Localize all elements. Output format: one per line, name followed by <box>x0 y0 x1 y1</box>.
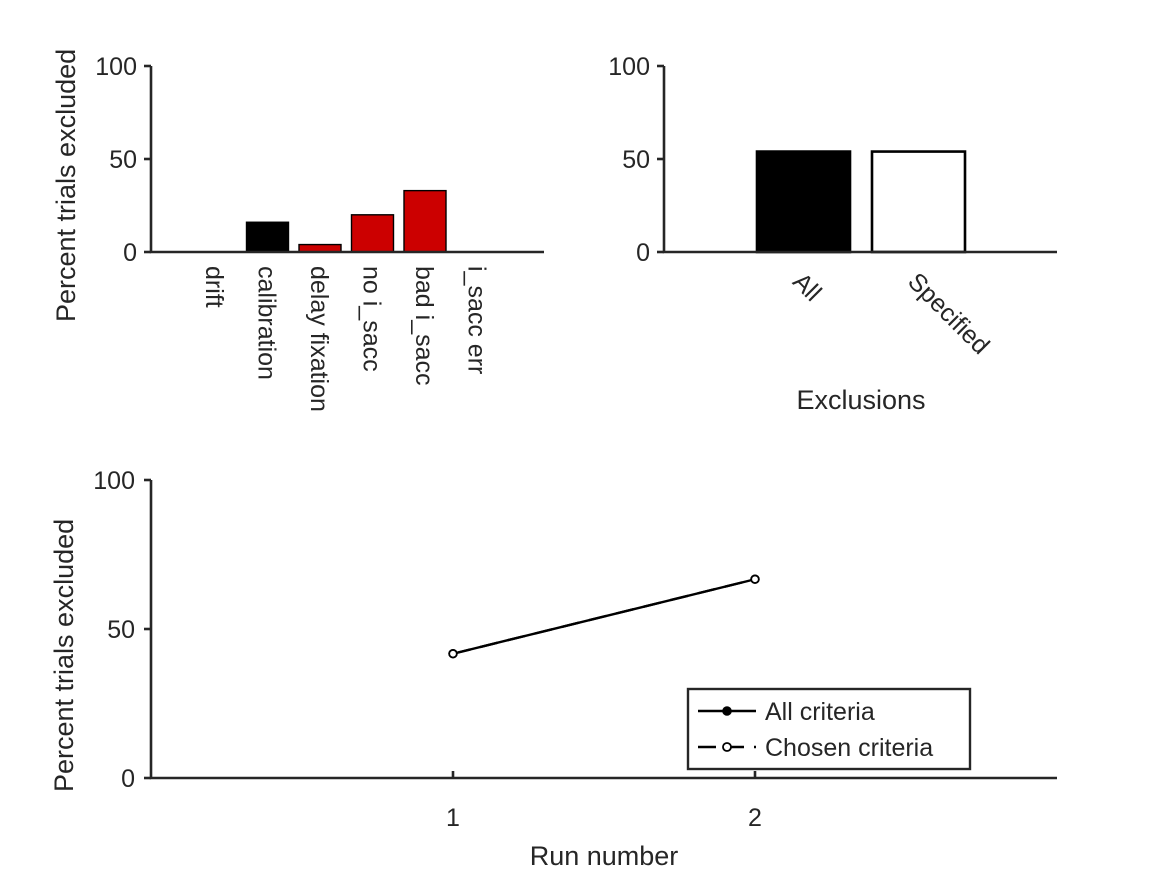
criteria-ylabel: Percent trials excluded <box>51 49 81 322</box>
bar-all <box>755 150 852 254</box>
run-xtick-label-1: 1 <box>446 804 460 832</box>
legend-all-criteria-label: All criteria <box>765 698 875 726</box>
exclusions-xlabel: Exclusions <box>796 385 925 415</box>
point-chosen-criteria-run-2 <box>750 574 760 584</box>
criteria-ytick-label-50: 50 <box>109 146 137 174</box>
bar-bad-i-sacc <box>403 189 447 253</box>
criteria-ytick-label-0: 0 <box>123 239 137 267</box>
exclusions-category-labels: All Specified <box>787 267 995 360</box>
legend-chosen-criteria-marker <box>722 742 732 752</box>
legend-all-criteria-marker <box>722 706 732 716</box>
run-ytick-label-0: 0 <box>121 765 135 793</box>
criteria-axes <box>149 66 544 254</box>
run-series <box>448 574 760 659</box>
exclusions-bars <box>755 150 967 254</box>
category-label-i-sacc-err: i_sacc err <box>463 266 491 374</box>
series-line-chosen-criteria <box>452 578 756 655</box>
category-label-calibration: calibration <box>253 266 281 380</box>
criteria-bars <box>245 189 447 253</box>
legend: All criteria Chosen criteria <box>686 687 972 771</box>
criteria-ytick-label-100: 100 <box>95 53 137 81</box>
category-label-specified: Specified <box>902 267 995 360</box>
run-line-panel: 0 50 100 1 2 Run number Percent trials e… <box>49 467 1057 871</box>
criteria-category-labels: drift calibration delay fixation no i_sacc b… <box>200 266 491 412</box>
criteria-bar-panel: 0 50 100 Percent trials excluded drift ca… <box>51 49 544 412</box>
exclusions-axes <box>662 66 1057 254</box>
legend-box <box>686 687 972 771</box>
bar-calibration <box>245 221 290 253</box>
category-label-no-i-sacc: no i_sacc <box>358 266 386 372</box>
exclusions-bar-panel: 0 50 100 All Specified Exclusions <box>608 53 1057 415</box>
run-xtick-label-2: 2 <box>748 804 762 832</box>
category-label-drift: drift <box>200 266 228 308</box>
run-ytick-label-50: 50 <box>107 616 135 644</box>
exclusions-ytick-label-50: 50 <box>622 146 650 174</box>
category-label-bad-i-sacc: bad i_sacc <box>410 266 438 386</box>
legend-chosen-criteria-label: Chosen criteria <box>765 734 933 762</box>
category-label-delay-fixation: delay fixation <box>305 266 333 412</box>
bar-no-i-sacc <box>350 214 395 253</box>
run-ytick-label-100: 100 <box>93 467 135 495</box>
point-chosen-criteria-run-1 <box>448 649 458 659</box>
bar-specified <box>870 150 967 254</box>
run-ylabel: Percent trials excluded <box>49 519 79 792</box>
exclusions-ytick-label-0: 0 <box>636 239 650 267</box>
run-xlabel: Run number <box>530 841 679 871</box>
exclusions-ytick-label-100: 100 <box>608 53 650 81</box>
category-label-all: All <box>787 267 826 306</box>
